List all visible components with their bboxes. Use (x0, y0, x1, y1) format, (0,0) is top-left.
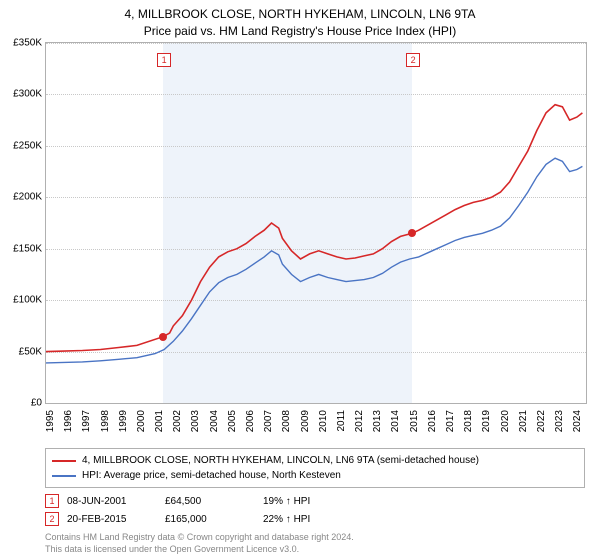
title-line-1: 4, MILLBROOK CLOSE, NORTH HYKEHAM, LINCO… (0, 6, 600, 23)
plot-area: £0£50K£100K£150K£200K£250K£300K£350K 12 (45, 42, 587, 404)
x-tick-label: 2006 (245, 410, 256, 432)
marker-label-box: 2 (406, 53, 420, 67)
transaction-pct: 22% ↑ HPI (263, 514, 353, 525)
marker-dot (408, 229, 416, 237)
legend-swatch-blue (52, 475, 76, 477)
x-tick-label: 2000 (136, 410, 147, 432)
x-tick-label: 2021 (518, 410, 529, 432)
transaction-pct: 19% ↑ HPI (263, 496, 353, 507)
x-tick-label: 1996 (63, 410, 74, 432)
y-tick-label: £300K (4, 89, 42, 100)
line-series-svg (46, 43, 586, 403)
chart-container: 4, MILLBROOK CLOSE, NORTH HYKEHAM, LINCO… (0, 0, 600, 560)
x-tick-label: 2005 (227, 410, 238, 432)
transaction-price: £165,000 (165, 514, 255, 525)
x-tick-label: 2016 (427, 410, 438, 432)
chart-title: 4, MILLBROOK CLOSE, NORTH HYKEHAM, LINCO… (0, 0, 600, 40)
x-tick-label: 2009 (300, 410, 311, 432)
x-tick-label: 2008 (281, 410, 292, 432)
x-tick-label: 1999 (118, 410, 129, 432)
legend-row-red: 4, MILLBROOK CLOSE, NORTH HYKEHAM, LINCO… (52, 453, 578, 468)
x-tick-label: 2004 (209, 410, 220, 432)
transaction-id-box: 1 (45, 494, 59, 508)
attribution-line-2: This data is licensed under the Open Gov… (45, 544, 354, 556)
y-tick-label: £200K (4, 192, 42, 203)
y-tick-label: £0 (4, 398, 42, 409)
transaction-row: 1 08-JUN-2001 £64,500 19% ↑ HPI (45, 494, 585, 508)
x-tick-label: 2003 (190, 410, 201, 432)
x-axis-labels: 1995 1996 1997 1998 1999 2000 2001 2002 2003 2004… (45, 406, 585, 446)
x-tick-label: 2014 (390, 410, 401, 432)
y-tick-label: £350K (4, 38, 42, 49)
x-tick-label: 2020 (500, 410, 511, 432)
x-tick-label: 2015 (409, 410, 420, 432)
transactions-list: 1 08-JUN-2001 £64,500 19% ↑ HPI 2 20-FEB-2015… (45, 490, 585, 530)
x-tick-label: 2010 (318, 410, 329, 432)
x-tick-label: 1997 (81, 410, 92, 432)
x-tick-label: 2023 (554, 410, 565, 432)
transaction-date: 20-FEB-2015 (67, 514, 157, 525)
marker-dot (159, 333, 167, 341)
transaction-row: 2 20-FEB-2015 £165,000 22% ↑ HPI (45, 512, 585, 526)
legend-swatch-red (52, 460, 76, 462)
x-tick-label: 1995 (45, 410, 56, 432)
y-tick-label: £250K (4, 140, 42, 151)
x-tick-label: 2012 (354, 410, 365, 432)
x-tick-label: 2001 (154, 410, 165, 432)
attribution-text: Contains HM Land Registry data © Crown c… (45, 532, 354, 555)
legend-label-red: 4, MILLBROOK CLOSE, NORTH HYKEHAM, LINCO… (82, 453, 479, 468)
x-tick-label: 2018 (463, 410, 474, 432)
transaction-id-box: 2 (45, 512, 59, 526)
title-line-2: Price paid vs. HM Land Registry's House … (0, 23, 600, 40)
y-tick-label: £50K (4, 346, 42, 357)
hpi-line (46, 158, 582, 363)
x-tick-label: 2019 (481, 410, 492, 432)
legend-box: 4, MILLBROOK CLOSE, NORTH HYKEHAM, LINCO… (45, 448, 585, 488)
marker-label-box: 1 (157, 53, 171, 67)
y-tick-label: £100K (4, 295, 42, 306)
legend-label-blue: HPI: Average price, semi-detached house,… (82, 468, 341, 483)
x-tick-label: 2007 (263, 410, 274, 432)
property-line (46, 105, 582, 352)
x-tick-label: 2002 (172, 410, 183, 432)
transaction-price: £64,500 (165, 496, 255, 507)
legend-row-blue: HPI: Average price, semi-detached house,… (52, 468, 578, 483)
x-tick-label: 2017 (445, 410, 456, 432)
x-tick-label: 1998 (100, 410, 111, 432)
attribution-line-1: Contains HM Land Registry data © Crown c… (45, 532, 354, 544)
x-tick-label: 2022 (536, 410, 547, 432)
x-tick-label: 2024 (572, 410, 583, 432)
x-tick-label: 2011 (336, 410, 347, 432)
transaction-date: 08-JUN-2001 (67, 496, 157, 507)
x-tick-label: 2013 (372, 410, 383, 432)
y-tick-label: £150K (4, 243, 42, 254)
